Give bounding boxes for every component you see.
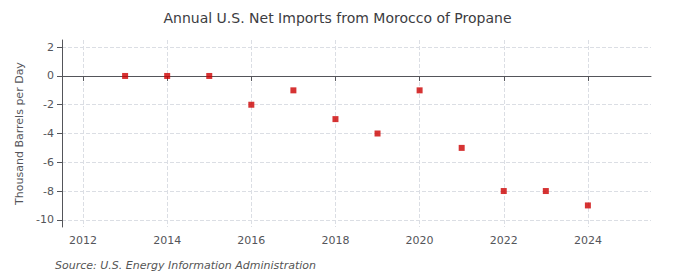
svg-text:2020: 2020 [406,234,434,247]
svg-text:2022: 2022 [490,234,518,247]
svg-text:-4: -4 [43,127,54,140]
svg-text:-6: -6 [43,156,54,169]
svg-text:Thousand Barrels per Day: Thousand Barrels per Day [13,62,26,206]
svg-text:Annual U.S. Net Imports from M: Annual U.S. Net Imports from Morocco of … [163,10,511,26]
svg-text:2018: 2018 [321,234,349,247]
svg-text:2014: 2014 [153,234,181,247]
svg-text:-8: -8 [43,185,54,198]
svg-text:-10: -10 [36,213,54,226]
svg-text:0: 0 [47,69,54,82]
svg-text:2: 2 [47,41,54,54]
svg-text:2016: 2016 [237,234,265,247]
svg-text:2024: 2024 [574,234,602,247]
svg-text:2012: 2012 [69,234,97,247]
svg-text:-2: -2 [43,98,54,111]
svg-text:Source: U.S. Energy Informatio: Source: U.S. Energy Information Administ… [55,259,316,272]
